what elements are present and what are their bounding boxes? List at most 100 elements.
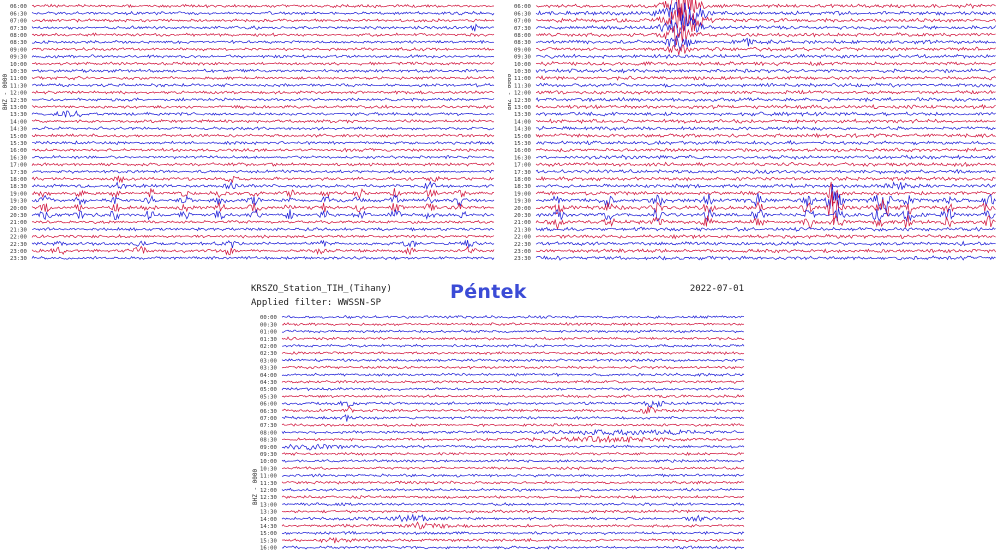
day-label: Péntek: [450, 281, 527, 303]
time-tick-label: 08:00: [514, 33, 531, 39]
time-tick-label: 07:00: [10, 19, 27, 25]
station-name: KRSZO_Station_TIH_(Tihany): [251, 284, 392, 294]
time-tick-label: 23:00: [514, 249, 531, 255]
time-tick-label: 14:00: [10, 119, 27, 125]
trace-line: [535, 207, 996, 223]
time-tick-label: 21:00: [514, 220, 531, 226]
time-tick-label: 09:00: [10, 47, 27, 53]
trace-line: [31, 194, 495, 207]
trace-line: [281, 530, 745, 536]
time-tick-label: 09:00: [514, 47, 531, 53]
time-tick-label: 21:30: [514, 227, 531, 233]
time-tick-label: 01:30: [260, 337, 277, 343]
time-tick-label: 15:30: [260, 538, 277, 544]
time-tick-label: 22:00: [514, 235, 531, 241]
time-tick-label: 04:30: [260, 380, 277, 386]
trace-line: [535, 125, 996, 132]
trace-line: [281, 365, 745, 370]
trace-line: [31, 169, 495, 174]
time-tick-label: 06:30: [514, 11, 531, 17]
time-tick-label: 08:30: [10, 40, 27, 46]
trace-line: [535, 184, 996, 213]
time-tick-label: 20:30: [514, 213, 531, 219]
trace-line: [281, 458, 745, 464]
trace-line: [32, 226, 495, 232]
trace-line: [31, 10, 495, 16]
time-tick-label: 08:30: [514, 40, 531, 46]
trace-line: [281, 466, 745, 471]
trace-line: [535, 14, 996, 38]
trace-line: [31, 39, 495, 45]
trace-line: [535, 191, 996, 226]
trace-line: [281, 502, 745, 507]
time-tick-label: 02:00: [260, 344, 277, 350]
time-tick-label: 13:00: [514, 105, 531, 111]
trace-line: [281, 343, 745, 348]
trace-line: [535, 75, 996, 81]
trace-line: [31, 208, 495, 221]
time-tick-label: 12:00: [514, 91, 531, 97]
trace-line: [31, 68, 495, 74]
trace-line: [281, 521, 745, 530]
trace-line: [31, 75, 495, 81]
trace-line: [31, 175, 495, 184]
trace-line: [535, 139, 996, 146]
record-date: 2022-07-01: [689, 284, 744, 294]
time-tick-label: 11:30: [514, 83, 531, 89]
time-tick-label: 06:00: [10, 4, 27, 10]
time-tick-label: 16:00: [514, 148, 531, 154]
time-tick-label: 22:00: [10, 235, 27, 241]
trace-line: [281, 379, 745, 384]
time-tick-label: 16:30: [514, 155, 531, 161]
trace-line: [31, 255, 495, 261]
trace-line: [281, 405, 745, 414]
trace-line: [535, 147, 996, 153]
trace-line: [281, 545, 745, 550]
time-tick-label: 10:00: [514, 62, 531, 68]
time-tick-label: 13:30: [260, 510, 277, 516]
time-tick-label: 14:00: [260, 517, 277, 523]
trace-line: [535, 44, 996, 56]
time-tick-label: 06:30: [10, 11, 27, 17]
trace-line: [535, 168, 996, 175]
trace-line: [31, 47, 495, 52]
time-tick-label: 01:00: [260, 330, 277, 336]
axis-label: BHZ - 0000: [252, 468, 259, 505]
time-tick-label: 10:00: [260, 459, 277, 465]
time-tick-label: 15:30: [10, 141, 27, 147]
trace-line: [535, 0, 996, 22]
trace-line: [31, 126, 495, 131]
time-tick-label: 13:00: [260, 502, 277, 508]
trace-line: [535, 181, 996, 207]
trace-line: [535, 248, 996, 254]
trace-line: [31, 234, 495, 239]
trace-line: [31, 118, 495, 124]
time-tick-label: 20:00: [514, 206, 531, 212]
time-tick-label: 10:30: [514, 69, 531, 75]
time-tick-label: 18:00: [10, 177, 27, 183]
trace-line: [31, 32, 495, 38]
trace-line: [536, 89, 996, 95]
time-tick-label: 22:30: [10, 242, 27, 248]
time-tick-label: 07:30: [10, 26, 27, 32]
time-tick-label: 08:00: [10, 33, 27, 39]
time-tick-label: 18:00: [514, 177, 531, 183]
trace-line: [535, 154, 996, 161]
time-tick-label: 09:30: [514, 55, 531, 61]
time-tick-label: 00:30: [260, 322, 277, 328]
trace-line: [535, 240, 996, 247]
time-tick-label: 23:00: [10, 249, 27, 255]
time-tick-label: 10:30: [10, 69, 27, 75]
time-tick-label: 15:00: [514, 134, 531, 140]
filter-label: Applied filter: WWSSN-SP: [251, 298, 382, 308]
time-tick-label: 08:30: [260, 438, 277, 444]
trace-line: [281, 509, 745, 514]
trace-line: [536, 25, 996, 46]
time-tick-label: 09:00: [260, 445, 277, 451]
trace-line: [31, 23, 495, 32]
time-tick-label: 19:30: [10, 199, 27, 205]
trace-line: [281, 400, 745, 409]
time-tick-label: 17:30: [10, 170, 27, 176]
